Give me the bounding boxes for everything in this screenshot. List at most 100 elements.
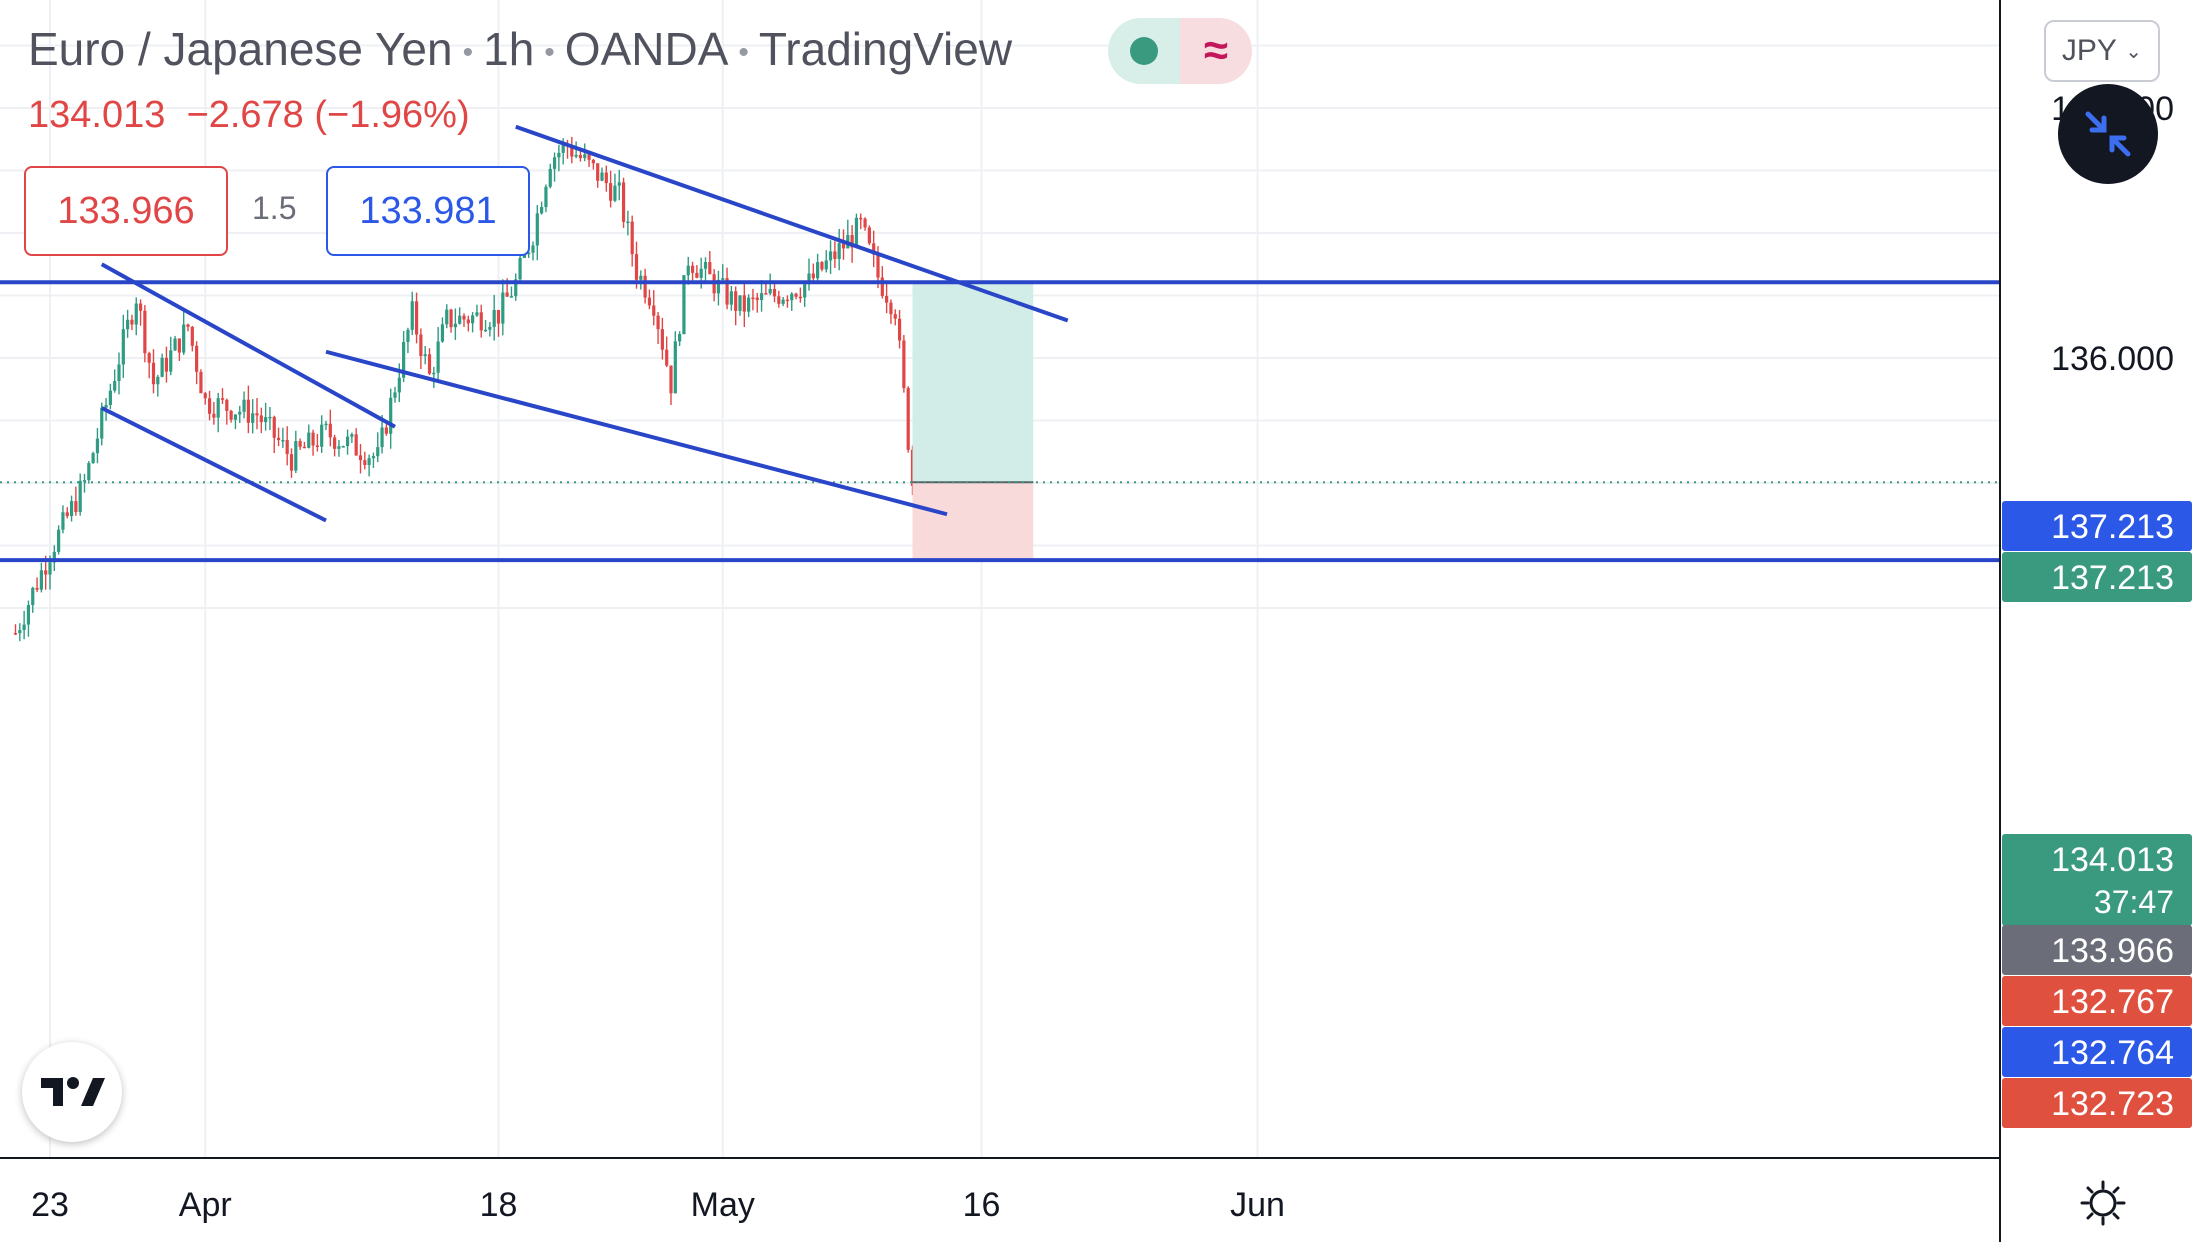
candle-body: [902, 340, 906, 389]
candle-body: [126, 319, 130, 330]
candle-body: [630, 221, 634, 255]
symbol-header[interactable]: Euro / Japanese Yen • 1h • OANDA • TradingView: [28, 22, 1012, 76]
candle-body: [751, 297, 755, 300]
price-tag[interactable]: [2002, 552, 2192, 602]
candle-body: [483, 329, 488, 332]
approx-icon: ≈: [1180, 18, 1252, 84]
candle-body: [251, 413, 255, 423]
candle-body: [634, 254, 639, 280]
candle-body: [492, 309, 496, 327]
candle-body: [540, 207, 544, 214]
price-tag[interactable]: [2002, 1027, 2192, 1077]
axis-corner: [2001, 1159, 2208, 1242]
candle-body: [626, 221, 630, 224]
candle-body: [828, 251, 833, 261]
time-tick-label: May: [691, 1186, 755, 1224]
settings-gear-icon[interactable]: [2078, 1178, 2128, 1228]
price-tag[interactable]: [2002, 925, 2192, 975]
symbol-name[interactable]: Euro / Japanese Yen: [28, 23, 453, 75]
candle-body: [367, 458, 371, 465]
candle-body: [138, 303, 143, 311]
sell-price: 133.966: [57, 189, 195, 232]
candle-body: [160, 357, 164, 377]
candle-body: [147, 353, 151, 363]
target-zone[interactable]: [912, 282, 1034, 483]
candle-body: [703, 262, 708, 269]
time-tick-label: Jun: [1230, 1186, 1285, 1224]
candle-body: [781, 299, 785, 304]
interval[interactable]: 1h: [483, 23, 535, 75]
candle-body: [643, 275, 647, 298]
tradingview-logo[interactable]: [22, 1042, 122, 1142]
candle-body: [345, 436, 350, 447]
candle-body: [436, 341, 440, 373]
candle-body: [117, 364, 121, 382]
candle-body: [820, 262, 824, 270]
candle-body: [772, 288, 777, 297]
candle-body: [264, 417, 268, 423]
last-price: 134.013: [28, 94, 166, 136]
market-open-indicator: [1108, 18, 1180, 84]
candle-body: [212, 413, 216, 418]
candle-body: [453, 323, 457, 328]
trendline[interactable]: [100, 262, 396, 429]
price-tag[interactable]: [2002, 976, 2192, 1026]
candle-body: [893, 314, 897, 319]
trendline[interactable]: [515, 124, 1069, 323]
candle-body: [57, 529, 61, 552]
candle-body: [298, 441, 302, 447]
price-tag[interactable]: [2002, 1078, 2192, 1128]
trendline[interactable]: [325, 349, 948, 517]
candle-body: [475, 312, 479, 316]
collapse-button[interactable]: [2058, 84, 2158, 184]
candle-body: [289, 454, 294, 471]
candle-body: [548, 168, 552, 187]
price-tag-label: 134.013: [2051, 841, 2174, 879]
time-tick-label: 16: [963, 1186, 1001, 1224]
candle-body: [121, 329, 125, 365]
candle-body: [328, 423, 332, 438]
stop-zone[interactable]: [912, 482, 1034, 561]
candle-body: [91, 453, 95, 464]
candle-body: [259, 415, 263, 423]
candle-body: [738, 295, 742, 311]
candle-body: [837, 243, 841, 259]
candle-body: [35, 587, 39, 590]
price-tag-label: 133.966: [2051, 932, 2174, 970]
currency-dropdown[interactable]: JPY ⌄: [2044, 20, 2160, 82]
candle-body: [841, 243, 846, 249]
drawings[interactable]: [0, 124, 2000, 563]
candle-body: [867, 227, 871, 244]
candle-body: [143, 310, 147, 354]
price-tag[interactable]: [2002, 501, 2192, 551]
candle-body: [509, 296, 514, 298]
candle-body: [458, 315, 462, 324]
candle-body: [22, 624, 26, 631]
countdown-label: 37:47: [2094, 884, 2174, 920]
candle-body: [544, 186, 548, 208]
candle-body: [479, 312, 483, 331]
candle-body: [591, 159, 595, 164]
candle-body: [151, 362, 156, 385]
candle-body: [880, 277, 884, 296]
price-tag-label: 137.213: [2051, 508, 2174, 546]
candle-body: [583, 154, 587, 159]
candle-body: [402, 342, 406, 378]
candle-body: [824, 260, 828, 270]
candle-body: [669, 365, 673, 394]
trendline[interactable]: [100, 406, 327, 523]
price-tag-label: 137.213: [2051, 559, 2174, 597]
candle-body: [302, 446, 307, 449]
candle-body: [341, 446, 345, 448]
time-axis[interactable]: 23 Apr 18 May 16 Jun: [31, 1186, 1285, 1224]
candle-body: [755, 297, 759, 301]
candle-body: [574, 154, 578, 157]
spread: 1.5: [252, 190, 297, 226]
price-tag[interactable]: [2002, 834, 2192, 926]
buy-button[interactable]: 133.981: [326, 166, 530, 256]
candle-body: [647, 297, 652, 306]
sell-button[interactable]: 133.966: [24, 166, 228, 256]
market-status-pill[interactable]: ≈: [1108, 18, 1252, 84]
position-zones[interactable]: [912, 282, 1034, 561]
